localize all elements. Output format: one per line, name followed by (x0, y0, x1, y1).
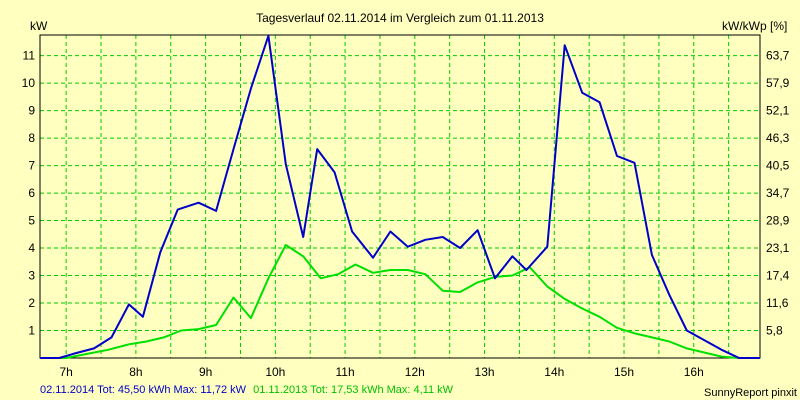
y-tick-right: 52,1 (766, 104, 790, 118)
x-tick-label: 16h (684, 365, 704, 379)
x-tick-label: 12h (405, 365, 425, 379)
y-tick-left: 6 (28, 186, 35, 200)
credit-text: SunnyReport pinxit (704, 387, 797, 399)
y-tick-right: 40,5 (766, 159, 790, 173)
y-tick-left: 1 (28, 324, 35, 338)
y-axis-right-label: kW/kWp [%] (722, 19, 787, 33)
series-line-1 (40, 34, 760, 359)
y-tick-right: 11,6 (766, 296, 789, 310)
y-tick-right: 23,1 (766, 241, 790, 255)
y-tick-left: 9 (28, 104, 35, 118)
y-tick-right: 63,7 (766, 49, 790, 63)
y-tick-left: 2 (28, 296, 35, 310)
y-tick-left: 11 (23, 49, 36, 63)
x-tick-label: 9h (199, 365, 212, 379)
y-tick-right: 28,9 (766, 214, 790, 228)
y-tick-right: 34,7 (766, 186, 790, 200)
y-tick-right: 46,3 (766, 131, 790, 145)
x-tick-label: 14h (544, 365, 564, 379)
x-tick-label: 8h (129, 365, 142, 379)
x-tick-label: 10h (265, 365, 285, 379)
y-tick-left: 10 (22, 76, 36, 90)
y-tick-right: 57,9 (766, 76, 790, 90)
grid-lines (40, 35, 760, 358)
x-tick-label: 11h (336, 365, 355, 379)
series1-summary: 02.11.2014 Tot: 45,50 kWh Max: 11,72 kW (40, 384, 247, 396)
plot-frame (39, 34, 761, 359)
x-tick-label: 13h (475, 365, 495, 379)
chart-title: Tagesverlauf 02.11.2014 im Vergleich zum… (256, 11, 544, 25)
y-tick-right: 17,4 (766, 269, 790, 283)
x-tick-label: 7h (59, 365, 72, 379)
series-lines (40, 34, 760, 359)
axes (39, 34, 761, 359)
y-tick-left: 7 (28, 159, 35, 173)
y-tick-right: 5,8 (766, 324, 783, 338)
y-tick-left: 4 (28, 241, 35, 255)
series2-summary: 01.11.2013 Tot: 17,53 kWh Max: 4,11 kW (253, 384, 454, 396)
x-tick-label: 15h (614, 365, 634, 379)
tick-labels: 1 2 3 4 5 6 7 8 9 10 11 5,8 11,6 17,4 23,1 28,9 34,7 40,5… (22, 49, 790, 379)
y-tick-left: 8 (28, 131, 35, 145)
y-tick-left: 5 (28, 214, 35, 228)
y-axis-left-label: kW (30, 19, 48, 33)
footer-summaries: 02.11.2014 Tot: 45,50 kWh Max: 11,72 kW … (40, 384, 454, 396)
y-tick-left: 3 (28, 269, 35, 283)
series-line-2 (40, 244, 760, 359)
